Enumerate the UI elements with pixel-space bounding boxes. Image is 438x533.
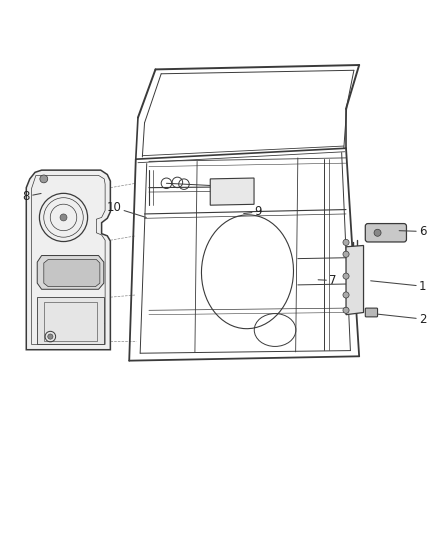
- Polygon shape: [210, 178, 254, 205]
- Text: 1: 1: [371, 280, 427, 293]
- Circle shape: [343, 251, 349, 257]
- Circle shape: [343, 307, 349, 313]
- FancyBboxPatch shape: [365, 308, 378, 317]
- Polygon shape: [44, 260, 100, 287]
- Text: 8: 8: [23, 190, 41, 203]
- Circle shape: [343, 292, 349, 298]
- Polygon shape: [26, 170, 110, 350]
- Text: 10: 10: [106, 201, 146, 217]
- Text: 2: 2: [377, 312, 427, 326]
- Text: 7: 7: [318, 274, 337, 287]
- Circle shape: [48, 334, 53, 339]
- Polygon shape: [37, 297, 104, 344]
- Circle shape: [343, 239, 349, 246]
- Text: 9: 9: [244, 205, 262, 218]
- Polygon shape: [37, 255, 104, 289]
- Circle shape: [374, 229, 381, 236]
- Circle shape: [40, 175, 48, 183]
- Polygon shape: [346, 246, 364, 314]
- FancyBboxPatch shape: [365, 223, 406, 242]
- Circle shape: [343, 273, 349, 279]
- Circle shape: [60, 214, 67, 221]
- Text: 6: 6: [399, 225, 427, 238]
